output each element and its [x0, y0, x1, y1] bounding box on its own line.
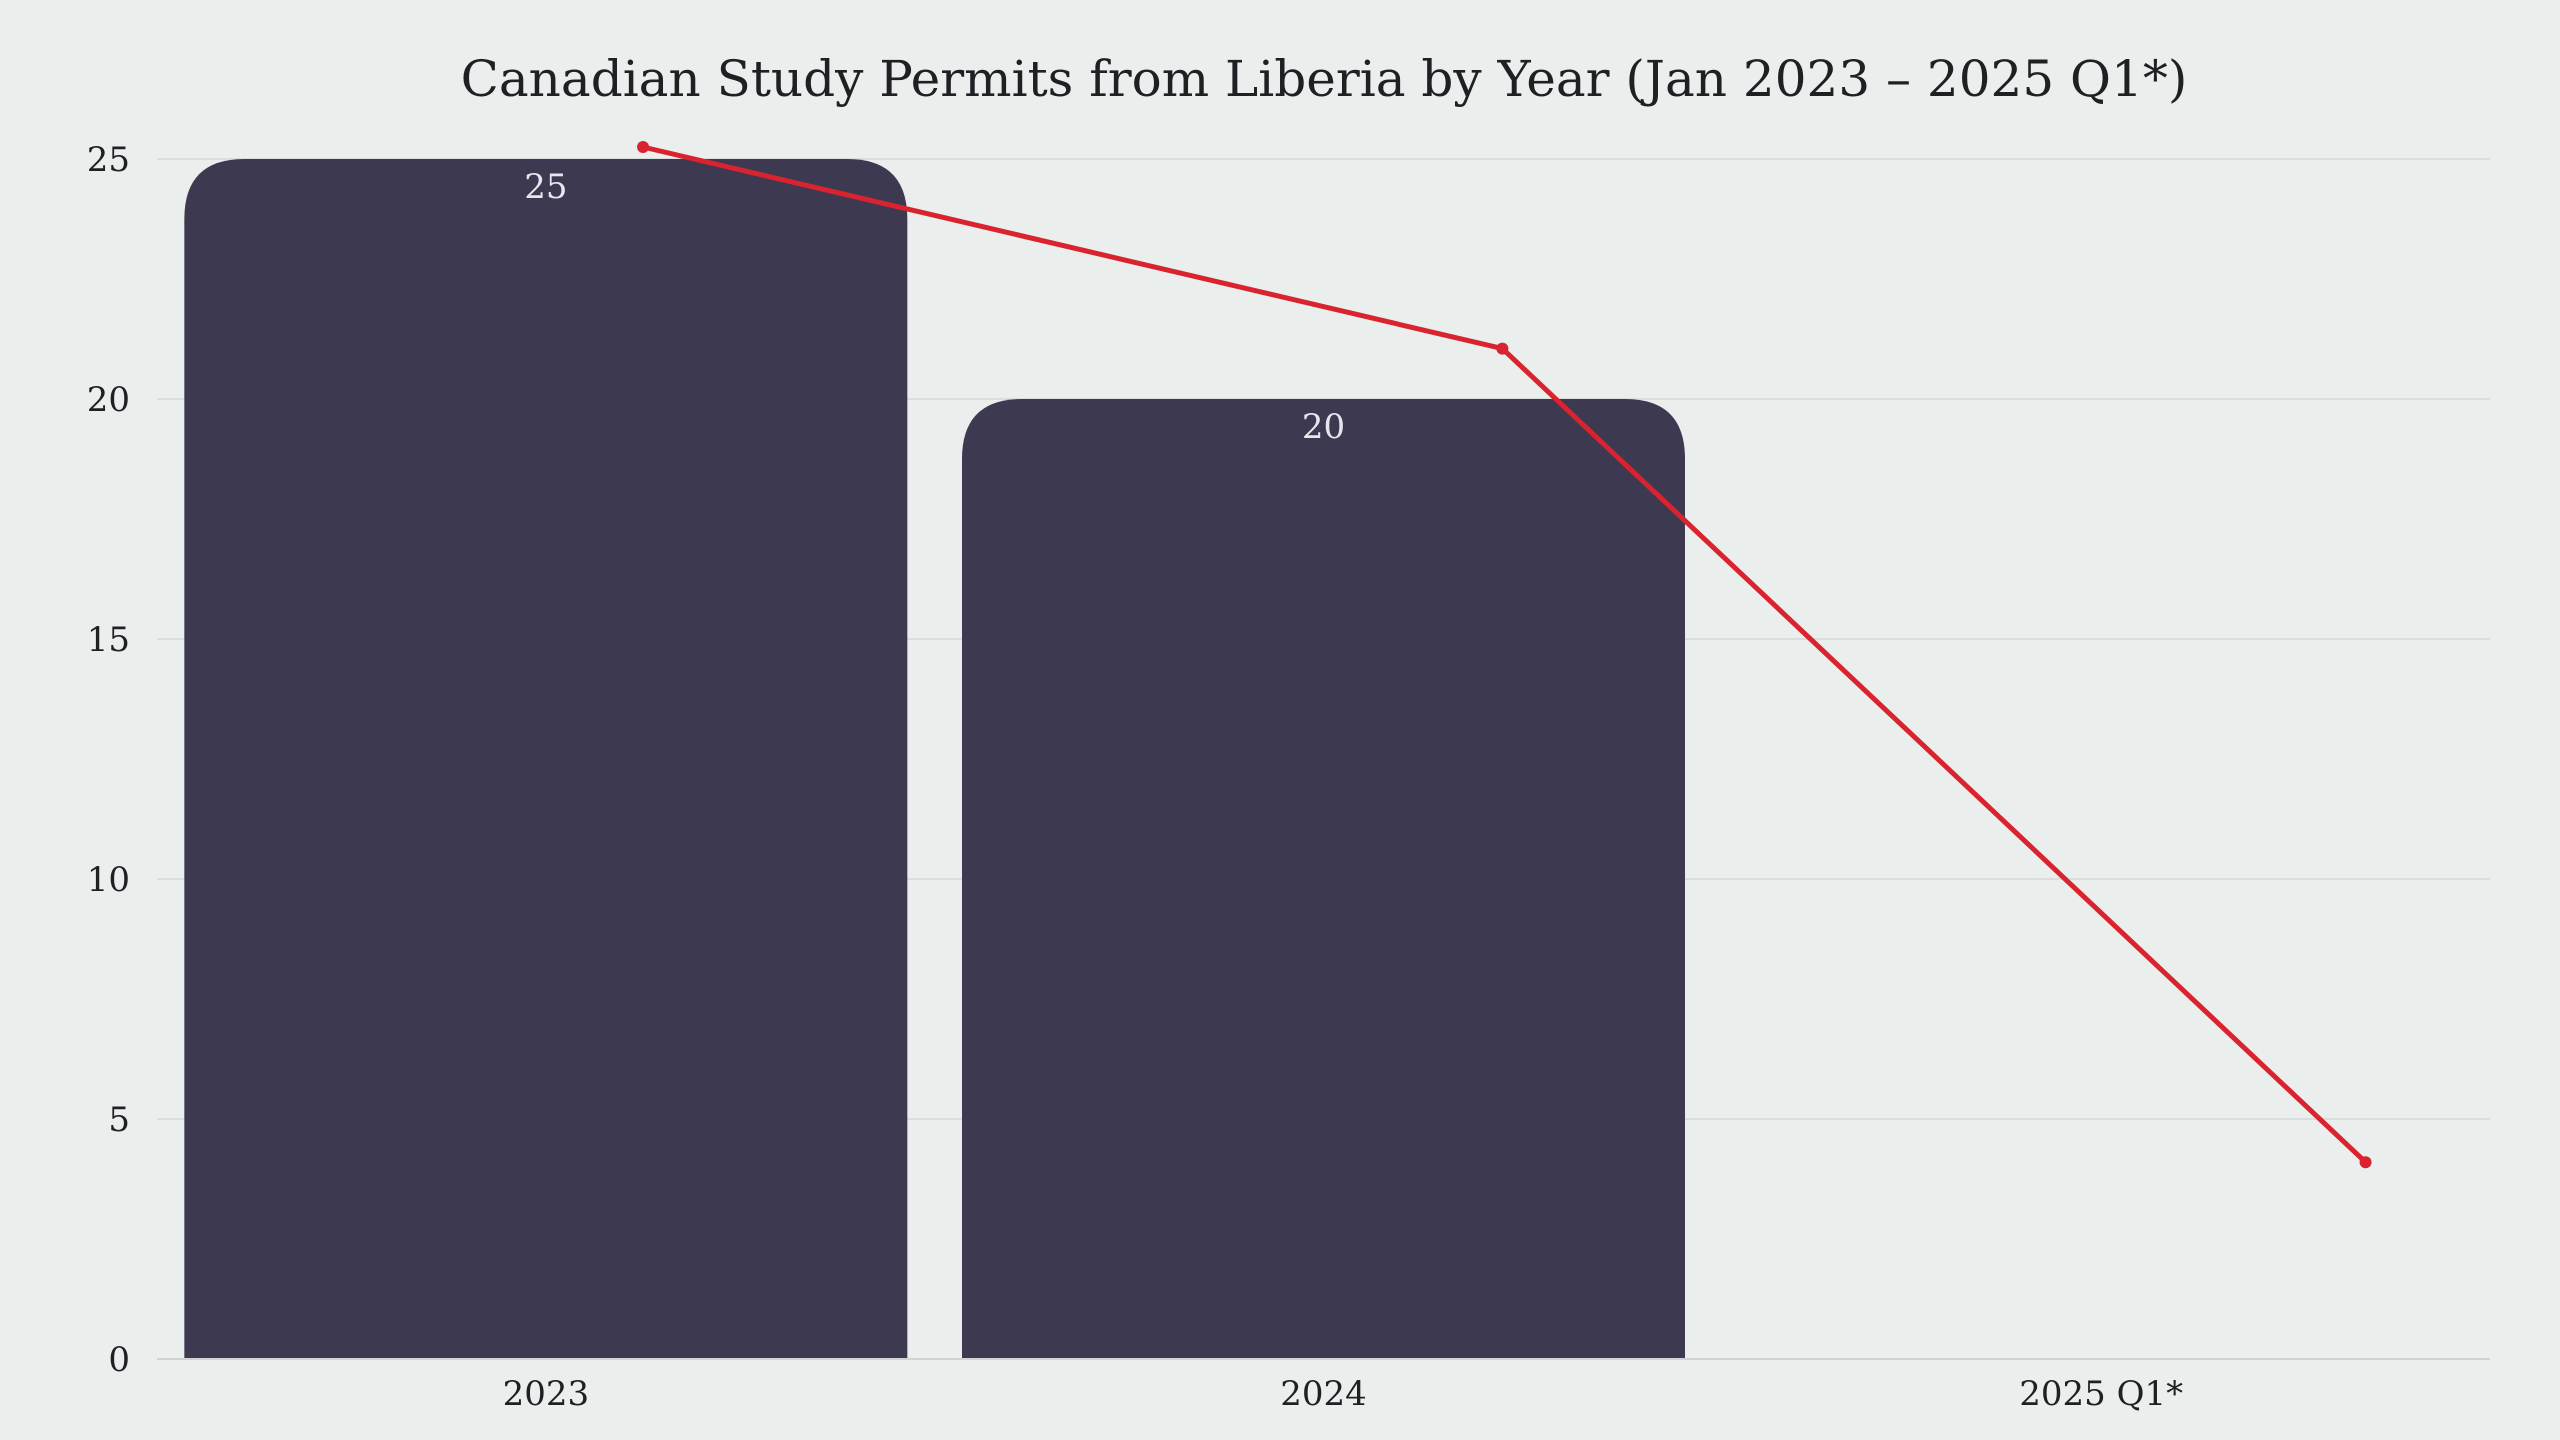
bar-2024 [962, 399, 1685, 1359]
y-tick-label: 0 [108, 1340, 130, 1380]
y-tick-label: 25 [87, 140, 130, 180]
trend-point [637, 141, 650, 153]
y-tick-label: 15 [87, 620, 130, 660]
bars [184, 159, 1685, 1359]
labels: 0 5 10 15 20 25 25 20 2023 2024 2025 Q1* [87, 140, 2183, 1414]
x-tick-label: 2024 [1280, 1374, 1367, 1414]
bar-2023 [184, 159, 908, 1359]
x-tick-label: 2025 Q1* [2019, 1374, 2183, 1414]
trend-point [2359, 1156, 2372, 1169]
chart-title: Canadian Study Permits from Liberia by Y… [461, 50, 2188, 108]
y-tick-label: 20 [87, 380, 130, 420]
bar-data-label: 25 [524, 167, 567, 207]
y-tick-label: 10 [87, 860, 130, 900]
trend-point [1496, 342, 1509, 355]
y-tick-label: 5 [108, 1100, 130, 1140]
trend-line [637, 141, 2372, 1169]
x-tick-label: 2023 [503, 1374, 590, 1414]
bar-data-label: 20 [1302, 407, 1345, 447]
